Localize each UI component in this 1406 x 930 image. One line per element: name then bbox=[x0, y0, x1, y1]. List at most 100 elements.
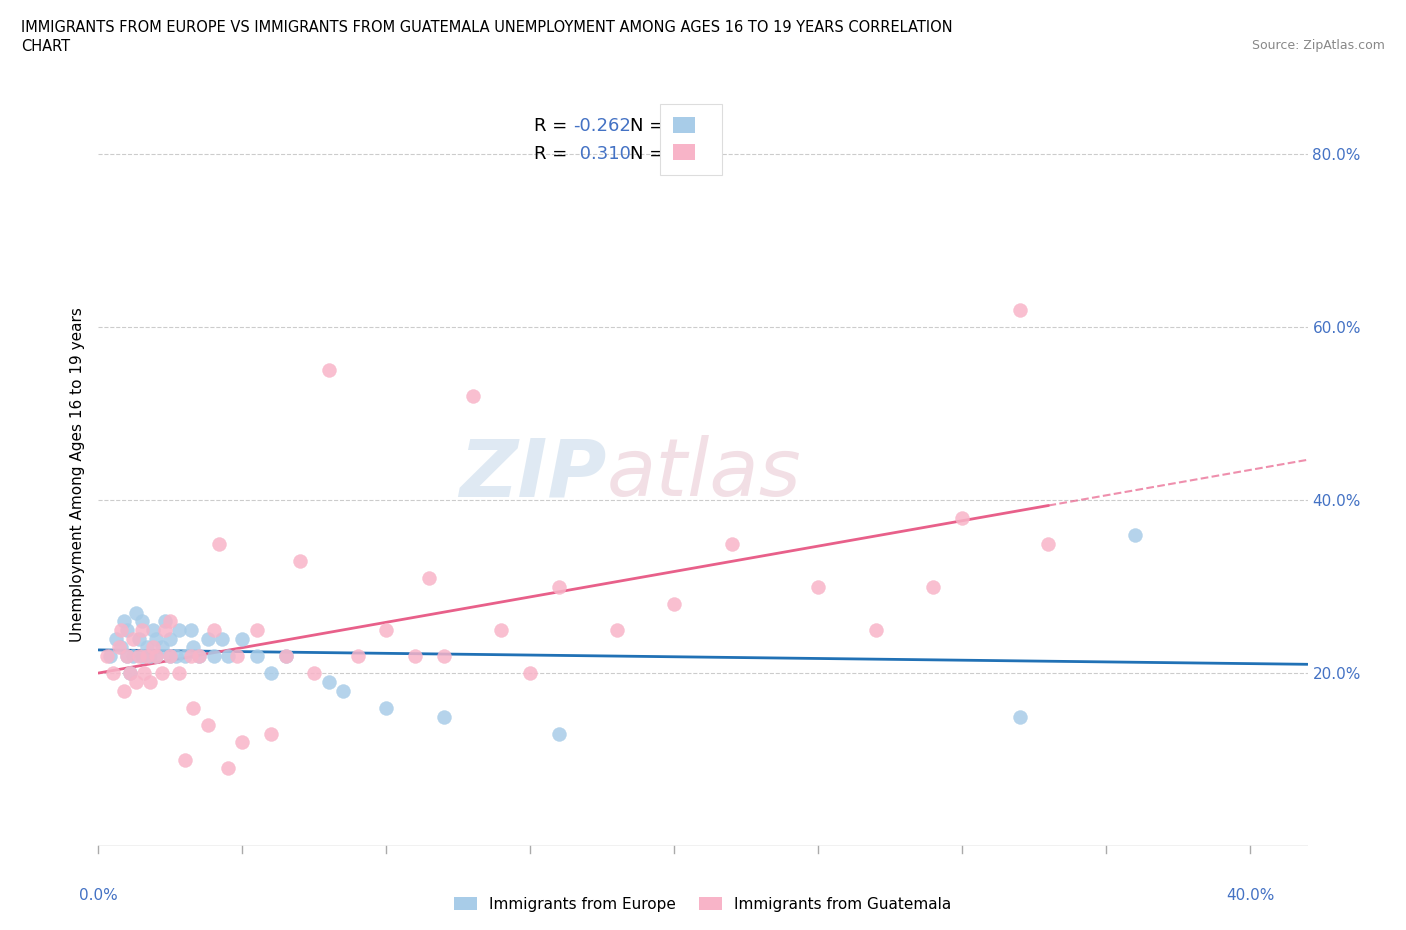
Point bbox=[211, 631, 233, 646]
Text: 0.0%: 0.0% bbox=[79, 888, 118, 903]
Point bbox=[142, 622, 165, 637]
Point bbox=[122, 631, 145, 646]
Text: IMMIGRANTS FROM EUROPE VS IMMIGRANTS FROM GUATEMALA UNEMPLOYMENT AMONG AGES 16 T: IMMIGRANTS FROM EUROPE VS IMMIGRANTS FRO… bbox=[21, 20, 953, 35]
Point bbox=[145, 648, 167, 663]
Point bbox=[159, 648, 181, 663]
Point bbox=[548, 726, 571, 741]
Point bbox=[720, 536, 742, 551]
Point bbox=[202, 648, 225, 663]
Point bbox=[807, 579, 830, 594]
Point bbox=[115, 648, 138, 663]
Point bbox=[231, 631, 253, 646]
Point bbox=[150, 666, 173, 681]
Point bbox=[131, 648, 153, 663]
Point bbox=[332, 684, 354, 698]
Text: 40.0%: 40.0% bbox=[1226, 888, 1274, 903]
Point bbox=[98, 648, 121, 663]
Point bbox=[202, 622, 225, 637]
Text: N =: N = bbox=[630, 117, 671, 135]
Text: -0.262: -0.262 bbox=[574, 117, 631, 135]
Point bbox=[1008, 709, 1031, 724]
Text: 0.310: 0.310 bbox=[574, 145, 630, 164]
Point bbox=[950, 511, 973, 525]
Point bbox=[159, 631, 181, 646]
Point bbox=[664, 597, 686, 612]
Point bbox=[167, 666, 190, 681]
Point bbox=[188, 648, 211, 663]
Point bbox=[159, 614, 181, 629]
Point bbox=[318, 363, 340, 378]
Point bbox=[304, 666, 326, 681]
Point bbox=[1123, 527, 1146, 542]
Point bbox=[180, 622, 202, 637]
Point bbox=[145, 631, 167, 646]
Point bbox=[120, 666, 142, 681]
Point bbox=[131, 614, 153, 629]
Point bbox=[231, 735, 253, 750]
Point bbox=[433, 709, 456, 724]
Point bbox=[260, 726, 283, 741]
Point bbox=[491, 622, 513, 637]
Point bbox=[150, 640, 173, 655]
Point bbox=[183, 640, 205, 655]
Point bbox=[136, 640, 159, 655]
Point bbox=[96, 648, 118, 663]
Point bbox=[865, 622, 887, 637]
Point bbox=[197, 631, 219, 646]
Point bbox=[404, 648, 426, 663]
Point bbox=[112, 614, 135, 629]
Point bbox=[167, 622, 190, 637]
Point bbox=[173, 752, 195, 767]
Point bbox=[180, 648, 202, 663]
Point bbox=[225, 648, 247, 663]
Point bbox=[115, 648, 138, 663]
Point bbox=[346, 648, 368, 663]
Point bbox=[461, 389, 484, 404]
Text: ZIP: ZIP bbox=[458, 435, 606, 513]
Point bbox=[101, 666, 124, 681]
Point bbox=[288, 553, 311, 568]
Point bbox=[139, 648, 162, 663]
Point bbox=[136, 648, 159, 663]
Point bbox=[183, 700, 205, 715]
Point bbox=[112, 684, 135, 698]
Point bbox=[217, 648, 239, 663]
Point bbox=[246, 648, 269, 663]
Point bbox=[1038, 536, 1060, 551]
Point bbox=[375, 622, 398, 637]
Legend: Immigrants from Europe, Immigrants from Guatemala: Immigrants from Europe, Immigrants from … bbox=[449, 890, 957, 918]
Text: R =: R = bbox=[534, 117, 572, 135]
Point bbox=[375, 700, 398, 715]
Legend: , : , bbox=[661, 104, 721, 175]
Text: 55: 55 bbox=[661, 145, 683, 164]
Text: CHART: CHART bbox=[21, 39, 70, 54]
Text: atlas: atlas bbox=[606, 435, 801, 513]
Point bbox=[128, 631, 150, 646]
Point bbox=[165, 648, 187, 663]
Point bbox=[139, 674, 162, 689]
Point bbox=[128, 648, 150, 663]
Text: 42: 42 bbox=[661, 117, 683, 135]
Point bbox=[548, 579, 571, 594]
Point bbox=[159, 648, 181, 663]
Point bbox=[125, 605, 148, 620]
Point bbox=[274, 648, 297, 663]
Point bbox=[110, 640, 132, 655]
Point bbox=[606, 622, 628, 637]
Point bbox=[1008, 302, 1031, 317]
Point bbox=[433, 648, 456, 663]
Point bbox=[120, 666, 142, 681]
Point bbox=[131, 622, 153, 637]
Point bbox=[418, 571, 440, 586]
Point bbox=[173, 648, 195, 663]
Point bbox=[142, 640, 165, 655]
Text: Source: ZipAtlas.com: Source: ZipAtlas.com bbox=[1251, 39, 1385, 52]
Point bbox=[110, 622, 132, 637]
Text: R =: R = bbox=[534, 145, 572, 164]
Text: N =: N = bbox=[630, 145, 671, 164]
Point bbox=[107, 640, 129, 655]
Point bbox=[274, 648, 297, 663]
Point bbox=[260, 666, 283, 681]
Point bbox=[318, 674, 340, 689]
Point bbox=[188, 648, 211, 663]
